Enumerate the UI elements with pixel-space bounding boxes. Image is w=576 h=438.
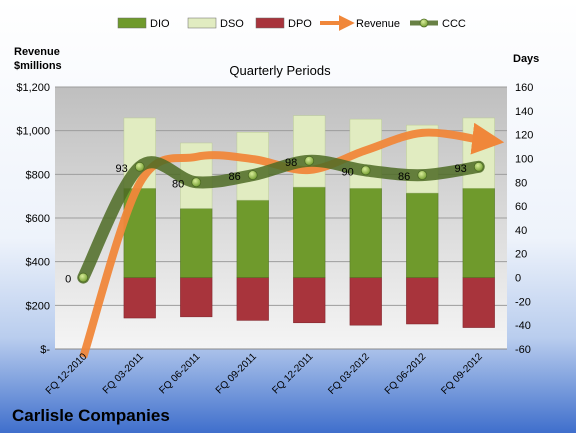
left-tick-label: $200 bbox=[26, 300, 50, 312]
right-tick-label: 80 bbox=[515, 177, 527, 189]
legend-label: DPO bbox=[288, 18, 312, 30]
legend-label: CCC bbox=[442, 18, 466, 30]
legend-swatch bbox=[117, 17, 147, 29]
company-name: Carlisle Companies bbox=[12, 406, 170, 425]
ccc-point bbox=[360, 165, 371, 176]
ccc-point bbox=[134, 161, 145, 172]
revenue-line bbox=[79, 122, 505, 359]
right-tick-label: 160 bbox=[515, 82, 533, 94]
right-tick-label: -20 bbox=[515, 296, 531, 308]
right-tick-label: 120 bbox=[515, 130, 533, 142]
bar-dpo bbox=[462, 277, 495, 328]
bar-dpo bbox=[349, 277, 382, 326]
right-tick-label: 0 bbox=[515, 273, 521, 285]
right-tick-label: 100 bbox=[515, 153, 533, 165]
chart-title: Quarterly Periods bbox=[229, 63, 331, 78]
bar-dpo bbox=[293, 277, 326, 324]
bar-dio bbox=[406, 192, 439, 278]
bar-dso bbox=[293, 115, 326, 188]
legend-label: DSO bbox=[220, 18, 244, 30]
bar-dio bbox=[293, 186, 326, 278]
left-tick-label: $- bbox=[40, 344, 50, 356]
right-tick-label: -60 bbox=[515, 344, 531, 356]
right-axis-label: Days bbox=[513, 53, 539, 65]
ccc-data-label: 86 bbox=[398, 171, 410, 183]
right-tick-label: 40 bbox=[515, 225, 527, 237]
left-axis-label-line1: Revenue bbox=[14, 46, 60, 58]
bar-dpo bbox=[236, 277, 269, 321]
ccc-data-label: 0 bbox=[65, 274, 71, 286]
ccc-point bbox=[247, 170, 258, 181]
left-tick-label: $1,200 bbox=[16, 82, 50, 94]
right-tick-label: 140 bbox=[515, 106, 533, 118]
left-axis-ticks: $- $200 $400 $600 $800 $1,000 $1,200 bbox=[16, 82, 50, 356]
left-tick-label: $1,000 bbox=[16, 126, 50, 138]
bar-dpo bbox=[180, 277, 213, 318]
bar-dpo bbox=[123, 277, 156, 319]
ccc-data-label: 80 bbox=[172, 178, 184, 190]
left-tick-label: $800 bbox=[26, 169, 50, 181]
bar-dio bbox=[236, 199, 269, 278]
legend-swatch bbox=[187, 17, 217, 29]
bar-dpo bbox=[406, 277, 439, 325]
ccc-point bbox=[78, 272, 89, 283]
legend-label: DIO bbox=[150, 18, 170, 30]
legend: DIO DSO DPO Revenue CCC bbox=[117, 15, 466, 31]
bar-dso bbox=[236, 132, 269, 201]
ccc-point bbox=[473, 161, 484, 172]
bar-dio bbox=[180, 208, 213, 278]
line-layer bbox=[77, 122, 505, 359]
legend-marker bbox=[419, 18, 429, 28]
bar-dio bbox=[462, 187, 495, 278]
ccc-data-label: 93 bbox=[455, 163, 467, 175]
left-tick-label: $400 bbox=[26, 257, 50, 269]
right-tick-label: 60 bbox=[515, 201, 527, 213]
ccc-point bbox=[304, 155, 315, 166]
right-tick-label: -40 bbox=[515, 320, 531, 332]
right-axis-ticks: -60 -40 -20 0 20 40 60 80 100 120 140 160 bbox=[515, 82, 533, 356]
ccc-point bbox=[417, 170, 428, 181]
right-tick-label: 20 bbox=[515, 249, 527, 261]
bar-dio bbox=[349, 187, 382, 278]
legend-swatch bbox=[255, 17, 285, 29]
ccc-data-label: 86 bbox=[229, 171, 241, 183]
legend-label: Revenue bbox=[356, 18, 400, 30]
data-label-layer: 0 93 80 86 98 90 86 93 bbox=[65, 157, 467, 286]
left-axis-label-line2: $millions bbox=[14, 60, 62, 72]
bar-dso bbox=[462, 117, 495, 189]
ccc-point bbox=[191, 177, 202, 188]
ccc-data-label: 90 bbox=[342, 166, 354, 178]
left-tick-label: $600 bbox=[26, 213, 50, 225]
ccc-data-label: 93 bbox=[116, 163, 128, 175]
ccc-data-label: 98 bbox=[285, 157, 297, 169]
